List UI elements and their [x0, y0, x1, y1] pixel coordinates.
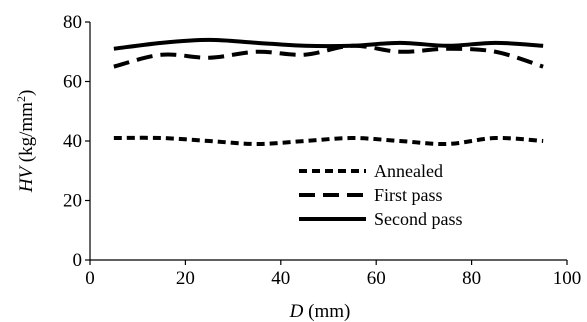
- x-tick-label: 100: [553, 268, 582, 289]
- x-tick-label: 0: [85, 268, 95, 289]
- y-tick-label: 80: [63, 12, 82, 33]
- legend: Annealed First pass Second pass: [299, 161, 463, 229]
- y-tick-label: 20: [63, 191, 82, 212]
- y-tick-label: 40: [63, 131, 82, 152]
- x-axis-label: D (mm): [289, 301, 351, 322]
- y-tick-label: 0: [73, 250, 83, 271]
- legend-label: Annealed: [374, 161, 443, 181]
- x-tick-labels: 0 20 40 60 80 100: [85, 260, 581, 289]
- x-tick-label: 40: [271, 268, 290, 289]
- legend-label: Second pass: [374, 209, 463, 229]
- legend-label: First pass: [374, 185, 443, 205]
- series-line-second-pass: [113, 37, 544, 51]
- x-tick-label: 80: [462, 268, 481, 289]
- y-tick-label: 60: [63, 72, 82, 93]
- y-tick-labels: 0 20 40 60 80: [63, 12, 90, 271]
- x-tick-label: 60: [367, 268, 386, 289]
- y-axis-label: HV (kg/mm2): [14, 90, 37, 194]
- x-tick-label: 20: [176, 268, 195, 289]
- series-line-first-pass: [113, 43, 544, 69]
- series-line-annealed: [113, 135, 544, 147]
- series-lines: [113, 37, 544, 147]
